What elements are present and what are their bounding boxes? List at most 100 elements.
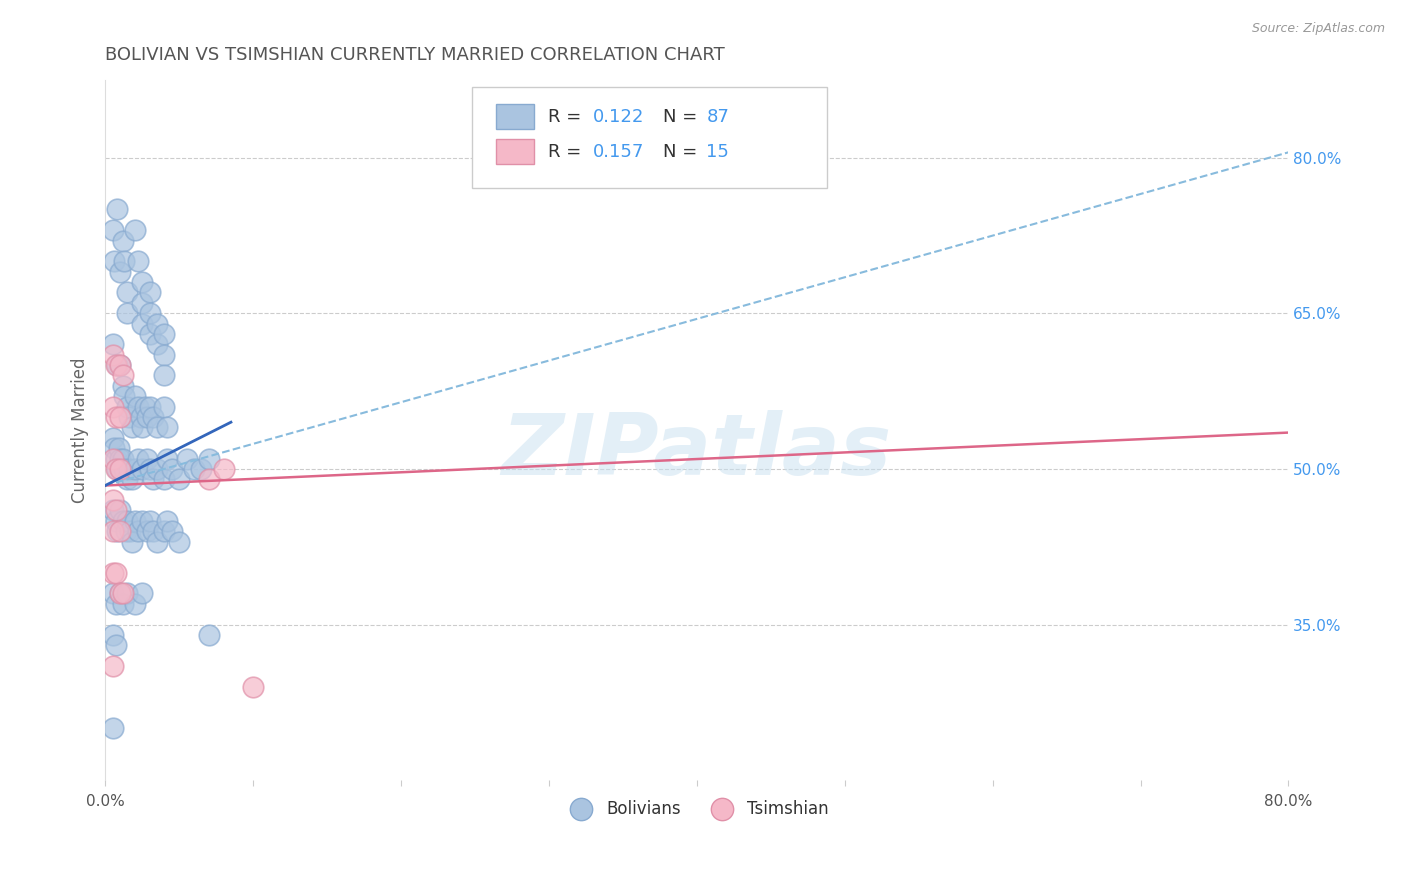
Point xyxy=(138,326,160,341)
Text: 15: 15 xyxy=(706,143,730,161)
Point xyxy=(111,451,134,466)
Point xyxy=(121,472,143,486)
Point xyxy=(183,462,205,476)
Point xyxy=(111,368,134,383)
Point xyxy=(146,317,169,331)
Point xyxy=(138,306,160,320)
Point xyxy=(117,514,139,528)
Text: R =: R = xyxy=(548,143,586,161)
Text: 87: 87 xyxy=(706,108,730,126)
Point xyxy=(153,524,176,538)
Point xyxy=(105,202,128,217)
Point xyxy=(101,348,124,362)
Text: Source: ZipAtlas.com: Source: ZipAtlas.com xyxy=(1251,22,1385,36)
Point xyxy=(104,597,127,611)
Point xyxy=(135,409,157,424)
Point xyxy=(117,306,139,320)
Point xyxy=(146,534,169,549)
Text: R =: R = xyxy=(548,108,586,126)
Text: ZIPatlas: ZIPatlas xyxy=(502,409,891,492)
Point xyxy=(160,462,183,476)
Point xyxy=(104,409,127,424)
Point xyxy=(131,514,153,528)
Text: BOLIVIAN VS TSIMSHIAN CURRENTLY MARRIED CORRELATION CHART: BOLIVIAN VS TSIMSHIAN CURRENTLY MARRIED … xyxy=(105,46,725,64)
Point xyxy=(108,503,131,517)
FancyBboxPatch shape xyxy=(496,139,533,164)
Point xyxy=(101,493,124,508)
Point xyxy=(131,586,153,600)
Point xyxy=(101,566,124,580)
Point xyxy=(138,514,160,528)
Point xyxy=(146,420,169,434)
Point xyxy=(242,680,264,694)
Y-axis label: Currently Married: Currently Married xyxy=(72,357,89,503)
Point xyxy=(127,524,149,538)
Point xyxy=(124,597,146,611)
FancyBboxPatch shape xyxy=(496,104,533,129)
Point xyxy=(108,265,131,279)
Point xyxy=(127,254,149,268)
Point xyxy=(101,223,124,237)
Point xyxy=(108,586,131,600)
Point xyxy=(111,514,134,528)
Point xyxy=(197,628,219,642)
Point xyxy=(108,524,131,538)
Point xyxy=(108,462,131,476)
Point xyxy=(167,472,190,486)
Point xyxy=(101,431,124,445)
Point xyxy=(131,275,153,289)
Point xyxy=(190,462,212,476)
Point xyxy=(104,462,127,476)
Point xyxy=(153,368,176,383)
Point xyxy=(121,534,143,549)
Point xyxy=(153,400,176,414)
Point xyxy=(138,400,160,414)
Point xyxy=(104,503,127,517)
Point xyxy=(212,462,235,476)
Text: 0.157: 0.157 xyxy=(593,143,644,161)
FancyBboxPatch shape xyxy=(472,87,827,188)
Point xyxy=(131,420,153,434)
Point xyxy=(104,451,127,466)
Point xyxy=(114,462,136,476)
Point xyxy=(138,462,160,476)
Point xyxy=(108,451,131,466)
Point xyxy=(124,514,146,528)
Point xyxy=(117,472,139,486)
Point xyxy=(104,514,127,528)
Point xyxy=(141,409,163,424)
Point xyxy=(108,358,131,372)
Point xyxy=(101,659,124,673)
Text: N =: N = xyxy=(662,143,703,161)
Point xyxy=(117,586,139,600)
Point xyxy=(104,358,127,372)
Point xyxy=(111,234,134,248)
Point xyxy=(160,524,183,538)
Point xyxy=(101,451,124,466)
Point xyxy=(124,389,146,403)
Legend: Bolivians, Tsimshian: Bolivians, Tsimshian xyxy=(558,793,835,824)
Point xyxy=(141,472,163,486)
Point xyxy=(153,326,176,341)
Point xyxy=(108,358,131,372)
Point xyxy=(156,420,179,434)
Point xyxy=(104,566,127,580)
Point xyxy=(107,441,129,455)
Point xyxy=(153,472,176,486)
Point xyxy=(103,441,125,455)
Point xyxy=(117,400,139,414)
Point xyxy=(176,451,198,466)
Point xyxy=(131,295,153,310)
Point xyxy=(115,524,138,538)
Point xyxy=(156,514,179,528)
Point xyxy=(134,400,156,414)
Point xyxy=(101,503,124,517)
Point xyxy=(108,586,131,600)
Point xyxy=(120,524,142,538)
Text: N =: N = xyxy=(662,108,703,126)
Point xyxy=(101,586,124,600)
Point xyxy=(101,400,124,414)
Point xyxy=(111,586,134,600)
Point xyxy=(135,451,157,466)
Point xyxy=(124,462,146,476)
